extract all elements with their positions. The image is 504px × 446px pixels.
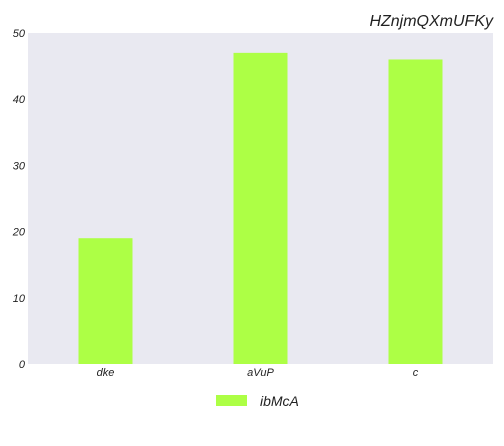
bar-series (78, 52, 443, 365)
legend-swatch (216, 395, 247, 406)
bar (233, 52, 288, 365)
y-tick-label: 50 (13, 28, 26, 40)
x-tick-label: dke (97, 367, 115, 379)
y-tick-label: 20 (12, 227, 26, 239)
legend-label: ibMcA (260, 393, 299, 409)
legend: ibMcA (216, 393, 299, 409)
y-tick-label: 30 (13, 160, 26, 172)
chart-title: HZnjmQXmUFKy (369, 13, 494, 30)
y-axis: 0 10 20 30 40 50 (12, 28, 26, 371)
y-tick-label: 40 (13, 94, 26, 106)
bar (388, 59, 443, 364)
x-axis: dke aVuP c (97, 367, 419, 379)
y-tick-label: 0 (19, 359, 26, 371)
x-tick-label: c (413, 367, 419, 379)
y-tick-label: 10 (13, 293, 26, 305)
bar (78, 238, 133, 364)
x-tick-label: aVuP (247, 367, 274, 379)
